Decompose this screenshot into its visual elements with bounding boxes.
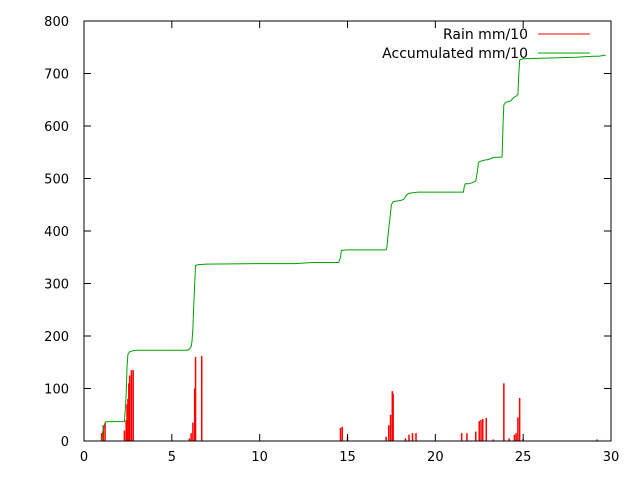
- y-tick-label: 400: [44, 225, 69, 240]
- y-tick-label: 500: [44, 173, 69, 188]
- x-tick-label: 15: [339, 450, 356, 465]
- series-0: [100, 355, 598, 441]
- y-tick-label: 100: [44, 383, 69, 398]
- plot-marks: [100, 54, 606, 442]
- x-tick-label: 0: [80, 450, 88, 465]
- x-tick-label: 5: [168, 450, 176, 465]
- plot-frame: [83, 20, 612, 442]
- y-tick-label: 300: [44, 278, 69, 293]
- y-tick-label: 0: [61, 435, 69, 450]
- series-1: [101, 54, 606, 442]
- x-tick-label: 30: [603, 450, 620, 465]
- accumulated-line: [101, 54, 606, 442]
- y-tick-label: 700: [44, 68, 69, 83]
- x-tick-label: 25: [515, 450, 532, 465]
- x-tick-label: 10: [251, 450, 268, 465]
- legend: Rain mm/10 Accumulated mm/10: [382, 27, 590, 62]
- y-tick-label: 800: [44, 15, 69, 30]
- x-tick-label: 20: [427, 450, 444, 465]
- legend-label: Rain mm/10: [443, 27, 528, 43]
- y-tick-label: 600: [44, 120, 69, 135]
- y-tick-label: 200: [44, 330, 69, 345]
- legend-label: Accumulated mm/10: [382, 46, 528, 62]
